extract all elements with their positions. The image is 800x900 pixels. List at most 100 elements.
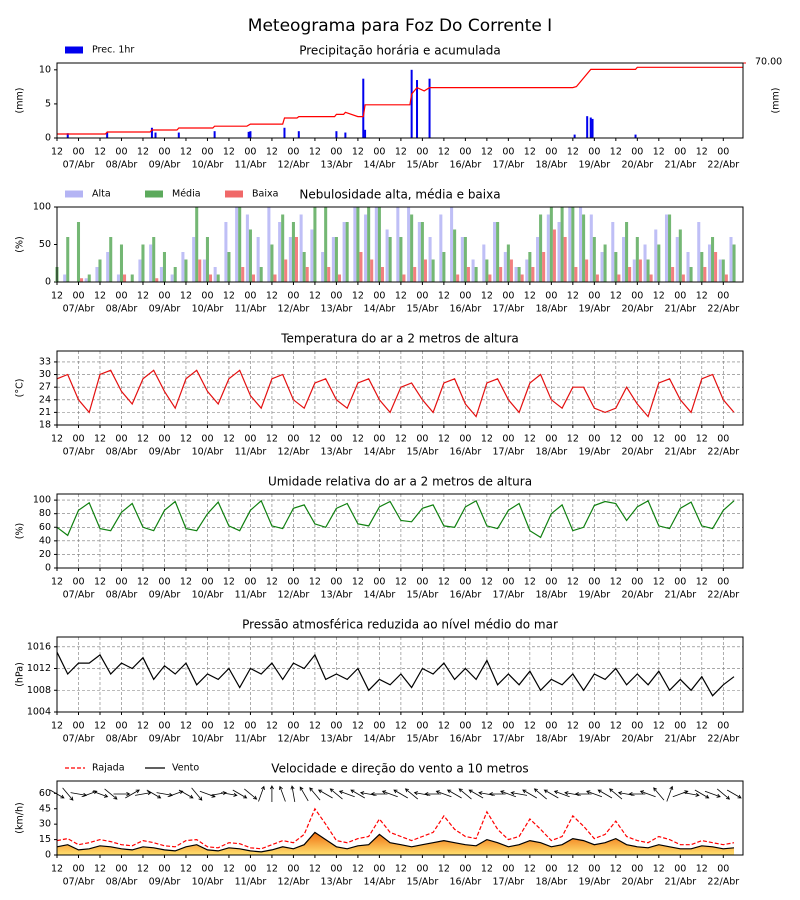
x-date-label: 10/Abr xyxy=(192,877,224,888)
bar xyxy=(256,237,260,282)
line xyxy=(56,369,735,418)
bar xyxy=(568,207,572,282)
bar xyxy=(635,237,639,282)
wind-arrow xyxy=(279,785,286,802)
x-tick-label: 00 xyxy=(416,291,428,302)
panel-title: Nebulosidade alta, média e baixa xyxy=(299,188,500,202)
x-tick-label: 12 xyxy=(309,147,321,158)
wind-arrow xyxy=(683,792,700,797)
x-date-label: 21/Abr xyxy=(664,590,696,601)
bar xyxy=(506,244,510,282)
x-tick-label: 00 xyxy=(330,291,342,302)
bar xyxy=(310,229,314,282)
x-tick-label: 00 xyxy=(373,147,385,158)
x-tick-label: 12 xyxy=(438,577,450,588)
bar xyxy=(202,259,206,282)
x-tick-label: 12 xyxy=(223,721,235,732)
x-date-label: 16/Abr xyxy=(450,447,482,458)
x-tick-label: 00 xyxy=(72,864,84,875)
x-tick-label: 12 xyxy=(653,864,665,875)
x-tick-label: 12 xyxy=(266,577,278,588)
bar xyxy=(675,237,679,282)
wind-arrow xyxy=(628,791,646,797)
x-tick-label: 12 xyxy=(51,721,63,732)
bar xyxy=(474,267,478,282)
x-date-label: 15/Abr xyxy=(407,447,439,458)
x-tick-label: 00 xyxy=(674,721,686,732)
y-tick-label: 20 xyxy=(39,549,51,560)
x-date-label: 11/Abr xyxy=(235,590,267,601)
x-tick-label: 00 xyxy=(416,434,428,445)
bar xyxy=(560,207,564,282)
x-date-label: 16/Abr xyxy=(450,877,482,888)
bar xyxy=(595,274,599,282)
x-tick-label: 00 xyxy=(373,434,385,445)
wind-arrow xyxy=(609,788,623,800)
x-date-label: 08/Abr xyxy=(106,160,138,171)
y-tick-label: 30 xyxy=(39,819,51,830)
bar xyxy=(245,214,249,282)
x-date-label: 13/Abr xyxy=(321,590,353,601)
bar xyxy=(213,267,217,282)
x-tick-label: 12 xyxy=(352,291,364,302)
x-tick-label: 12 xyxy=(137,147,149,158)
wind-arrow xyxy=(533,788,547,800)
x-tick-label: 00 xyxy=(631,721,643,732)
x-tick-label: 12 xyxy=(567,721,579,732)
x-tick-label: 00 xyxy=(115,577,127,588)
wind-arrow xyxy=(104,788,118,800)
bar xyxy=(646,259,650,282)
bar xyxy=(460,237,464,282)
bar xyxy=(227,252,231,282)
x-date-label: 18/Abr xyxy=(535,877,567,888)
x-tick-label: 12 xyxy=(223,864,235,875)
bar xyxy=(668,214,672,282)
y-tick-label: 50 xyxy=(39,239,51,250)
bar xyxy=(571,207,575,282)
legend-swatch xyxy=(65,46,83,54)
y-tick-label: 60 xyxy=(39,522,51,533)
x-tick-label: 12 xyxy=(180,577,192,588)
x-date-label: 12/Abr xyxy=(278,304,310,315)
bar xyxy=(471,259,475,282)
x-tick-label: 12 xyxy=(524,864,536,875)
x-tick-label: 00 xyxy=(330,577,342,588)
wind-arrow xyxy=(329,788,343,800)
x-tick-label: 00 xyxy=(674,864,686,875)
wind-arrow xyxy=(317,789,333,799)
bar xyxy=(283,127,286,138)
x-tick-label: 12 xyxy=(309,864,321,875)
x-date-label: 17/Abr xyxy=(492,160,524,171)
bar xyxy=(573,134,576,138)
y-tick-label: 15 xyxy=(39,834,51,845)
x-tick-label: 00 xyxy=(158,577,170,588)
bar xyxy=(456,274,460,282)
wind-arrow xyxy=(299,786,309,802)
bar xyxy=(98,259,102,282)
legend-label: Rajada xyxy=(92,763,125,774)
x-tick-label: 00 xyxy=(588,147,600,158)
x-date-label: 12/Abr xyxy=(278,877,310,888)
x-date-label: 13/Abr xyxy=(321,304,353,315)
wind-arrow xyxy=(510,791,528,796)
area xyxy=(57,832,735,855)
bar xyxy=(249,131,252,138)
plot-frame xyxy=(56,636,744,713)
bar xyxy=(453,229,457,282)
bar xyxy=(536,237,540,282)
x-date-label: 12/Abr xyxy=(278,160,310,171)
wind-arrow xyxy=(125,789,140,799)
bar xyxy=(224,222,228,282)
x-tick-label: 00 xyxy=(717,147,729,158)
legend-swatch xyxy=(225,190,243,198)
x-tick-label: 12 xyxy=(524,577,536,588)
x-tick-label: 12 xyxy=(610,721,622,732)
x-tick-label: 12 xyxy=(395,291,407,302)
bar xyxy=(66,133,69,138)
x-tick-label: 12 xyxy=(481,721,493,732)
x-date-label: 19/Abr xyxy=(578,160,610,171)
x-tick-label: 00 xyxy=(502,577,514,588)
wind-arrow xyxy=(468,789,484,799)
bar xyxy=(592,237,596,282)
bar xyxy=(385,229,389,282)
